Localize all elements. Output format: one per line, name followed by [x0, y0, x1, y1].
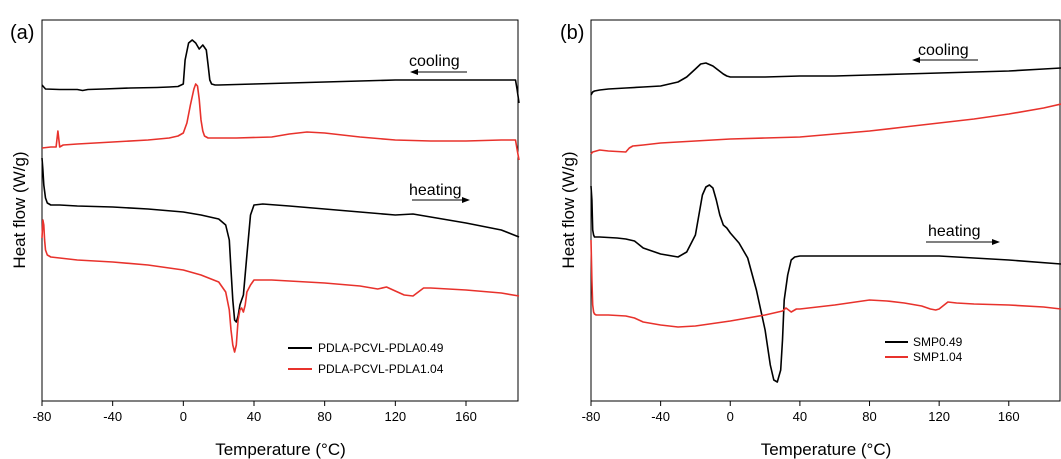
panel-b-x-ticks: -80 -40 0 40 80 120 160 [582, 401, 1020, 424]
x-tick-label: 120 [384, 409, 406, 424]
panel-a-cooling-annotation: cooling [409, 53, 467, 75]
panel-a-plot-frame [41, 19, 519, 402]
panel-b-x-axis-label: Temperature (°C) [761, 440, 892, 459]
x-tick-label: 160 [998, 409, 1020, 424]
panel-b-label: (b) [560, 22, 584, 44]
panel-a-y-axis-label: Heat flow (W/g) [10, 151, 29, 268]
x-tick-label: -40 [103, 409, 122, 424]
panel-b-legend-entry-1: SMP1.04 [913, 350, 963, 364]
panel-a-series [41, 39, 520, 353]
panel-b-cooling-text: cooling [918, 42, 969, 59]
panel-a-x-ticks: -80 -40 0 40 80 120 160 [33, 401, 477, 424]
series-line-cooling-1 [590, 103, 1061, 155]
panel-b-heating-text: heating [928, 223, 981, 240]
series-line-heating-2 [590, 184, 1061, 383]
x-tick-label: 120 [928, 409, 950, 424]
x-tick-label: 40 [793, 409, 807, 424]
series-line-heating-3 [41, 219, 520, 353]
x-tick-label: -80 [33, 409, 52, 424]
x-tick-label: 80 [862, 409, 876, 424]
panel-a-heating-arrowhead-icon [462, 197, 470, 203]
panel-a-cooling-arrowhead-icon [410, 69, 418, 75]
x-tick-label: 0 [727, 409, 734, 424]
panel-b-cooling-annotation: cooling [912, 42, 978, 63]
panel-a-legend-entry-1: PDLA-PCVL-PDLA1.04 [318, 362, 444, 376]
panel-a-heating-text: heating [409, 182, 462, 199]
panel-b-heating-annotation: heating [926, 223, 1000, 245]
x-tick-label: 160 [455, 409, 477, 424]
panel-b-y-axis-label: Heat flow (W/g) [559, 151, 578, 268]
panel-b-legend-entry-0: SMP0.49 [913, 335, 963, 349]
x-tick-label: -40 [651, 409, 670, 424]
panel-b-heating-arrowhead-icon [992, 239, 1000, 245]
panel-b-legend: SMP0.49 SMP1.04 [885, 335, 963, 364]
series-line-cooling-0 [590, 62, 1061, 96]
x-tick-label: 40 [247, 409, 261, 424]
series-line-cooling-0 [41, 39, 520, 104]
panel-b-plot-frame [590, 19, 1061, 402]
panel-a-legend: PDLA-PCVL-PDLA0.49 PDLA-PCVL-PDLA1.04 [288, 341, 444, 376]
panel-b-cooling-arrowhead-icon [912, 57, 920, 63]
panel-b: -80 -40 0 40 80 120 160 (b) Temperature (°C) H… [559, 19, 1061, 459]
x-tick-label: -80 [582, 409, 601, 424]
panel-a: -80 -40 0 40 80 120 160 (a) Temperature (°C) H… [10, 19, 520, 459]
panel-a-legend-entry-0: PDLA-PCVL-PDLA0.49 [318, 341, 444, 355]
panel-a-x-axis-label: Temperature (°C) [215, 440, 346, 459]
series-line-cooling-1 [41, 83, 520, 161]
panel-a-cooling-text: cooling [409, 53, 460, 70]
x-tick-label: 80 [317, 409, 331, 424]
series-line-heating-3 [590, 239, 1061, 328]
series-line-heating-2 [41, 157, 520, 323]
panel-b-series [590, 62, 1061, 383]
x-tick-label: 0 [180, 409, 187, 424]
panel-a-heating-annotation: heating [409, 182, 470, 203]
panel-a-label: (a) [10, 22, 34, 44]
